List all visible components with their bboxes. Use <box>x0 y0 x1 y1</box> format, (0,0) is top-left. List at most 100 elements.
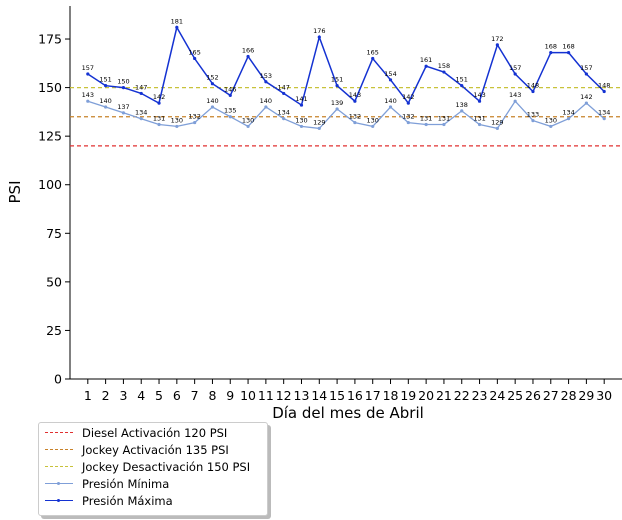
data-label: 143 <box>473 91 485 99</box>
data-point <box>566 117 571 121</box>
data-label: 152 <box>206 74 218 82</box>
y-tick-label: 50 <box>46 274 62 289</box>
data-label: 151 <box>456 76 468 84</box>
data-point <box>86 99 90 103</box>
data-label: 153 <box>260 72 272 80</box>
legend-item-jockey-desactivacion: Jockey Desactivación 150 PSI <box>45 459 250 475</box>
x-tick-label: 13 <box>294 388 310 403</box>
x-tick-label: 25 <box>507 388 523 403</box>
data-label: 172 <box>491 35 503 43</box>
data-point <box>549 51 553 55</box>
data-point <box>157 101 161 105</box>
data-point <box>531 89 535 94</box>
x-tick-label: 6 <box>173 388 181 403</box>
series-line-1 <box>87 100 605 130</box>
data-point <box>175 124 179 129</box>
data-label: 157 <box>82 64 94 72</box>
x-tick-label: 23 <box>472 388 488 403</box>
series-line-2 <box>87 25 605 107</box>
data-point <box>460 84 464 88</box>
x-tick-label: 30 <box>596 388 612 403</box>
data-point <box>566 51 571 55</box>
data-point <box>584 101 588 105</box>
data-label: 132 <box>402 113 414 121</box>
legend-swatch-jockey-desactivacion <box>45 462 73 472</box>
data-point <box>406 101 410 105</box>
data-point <box>299 103 304 107</box>
y-tick-label: 25 <box>46 323 62 338</box>
legend-label-presion-minima: Presión Mínima <box>82 477 170 491</box>
data-point <box>584 72 588 76</box>
y-tick-label: 125 <box>38 129 62 144</box>
data-point <box>495 43 499 47</box>
data-label: 139 <box>331 99 343 107</box>
data-label: 147 <box>277 83 289 91</box>
data-label: 157 <box>509 64 521 72</box>
data-label: 154 <box>384 70 396 78</box>
data-label: 143 <box>82 91 94 99</box>
data-label: 134 <box>135 109 147 117</box>
data-point <box>371 124 375 129</box>
data-point <box>86 72 90 76</box>
data-label: 147 <box>135 83 147 91</box>
data-label: 131 <box>153 115 165 123</box>
data-label: 148 <box>527 81 539 89</box>
data-point <box>513 72 517 76</box>
data-label: 146 <box>224 85 236 93</box>
data-point <box>246 54 250 59</box>
data-point <box>335 107 339 111</box>
data-point <box>371 56 375 61</box>
data-label: 132 <box>188 113 200 121</box>
data-label: 134 <box>598 109 610 117</box>
data-point <box>442 122 446 127</box>
data-label: 181 <box>171 17 183 25</box>
data-point <box>602 117 606 121</box>
data-point <box>353 120 357 125</box>
data-point <box>121 85 126 90</box>
data-label: 140 <box>384 97 396 105</box>
data-label: 142 <box>402 93 414 101</box>
legend-label-jockey-desactivacion: Jockey Desactivación 150 PSI <box>82 460 251 474</box>
data-point <box>246 124 250 129</box>
data-point <box>388 105 393 109</box>
data-label: 166 <box>242 47 254 55</box>
data-label: 129 <box>491 118 503 126</box>
data-label: 130 <box>545 116 557 124</box>
data-label: 168 <box>562 43 574 51</box>
data-label: 132 <box>349 113 361 121</box>
data-label: 130 <box>366 116 378 124</box>
data-point <box>317 126 321 130</box>
legend-label-presion-maxima: Presión Máxima <box>82 494 173 508</box>
data-point <box>424 122 428 127</box>
data-label: 150 <box>117 78 129 86</box>
data-label: 143 <box>349 91 361 99</box>
x-tick-label: 14 <box>311 388 327 403</box>
data-label: 133 <box>527 111 539 119</box>
x-tick-label: 10 <box>240 388 256 403</box>
data-label: 142 <box>580 93 592 101</box>
data-label: 157 <box>580 64 592 72</box>
data-label: 140 <box>99 97 111 105</box>
data-point <box>477 122 482 127</box>
x-axis-title: Día del mes de Abril <box>272 404 424 420</box>
x-tick-label: 9 <box>226 388 234 403</box>
legend-swatch-jockey-activacion <box>45 445 73 455</box>
legend-item-jockey-activacion: Jockey Activación 135 PSI <box>45 442 229 458</box>
data-label: 131 <box>420 115 432 123</box>
data-point <box>513 99 517 103</box>
data-label: 135 <box>224 107 236 115</box>
y-tick-label: 150 <box>38 80 62 95</box>
data-point <box>210 82 215 86</box>
data-label: 168 <box>545 43 557 51</box>
data-point <box>104 105 108 109</box>
x-tick-label: 19 <box>400 388 416 403</box>
data-point <box>282 91 286 96</box>
x-tick-label: 17 <box>365 388 381 403</box>
data-point <box>335 84 339 88</box>
x-tick-label: 2 <box>102 388 110 403</box>
x-tick-label: 28 <box>561 388 577 403</box>
data-label: 137 <box>117 103 129 111</box>
legend-item-presion-maxima: Presión Máxima <box>45 493 173 509</box>
data-point <box>406 120 410 125</box>
